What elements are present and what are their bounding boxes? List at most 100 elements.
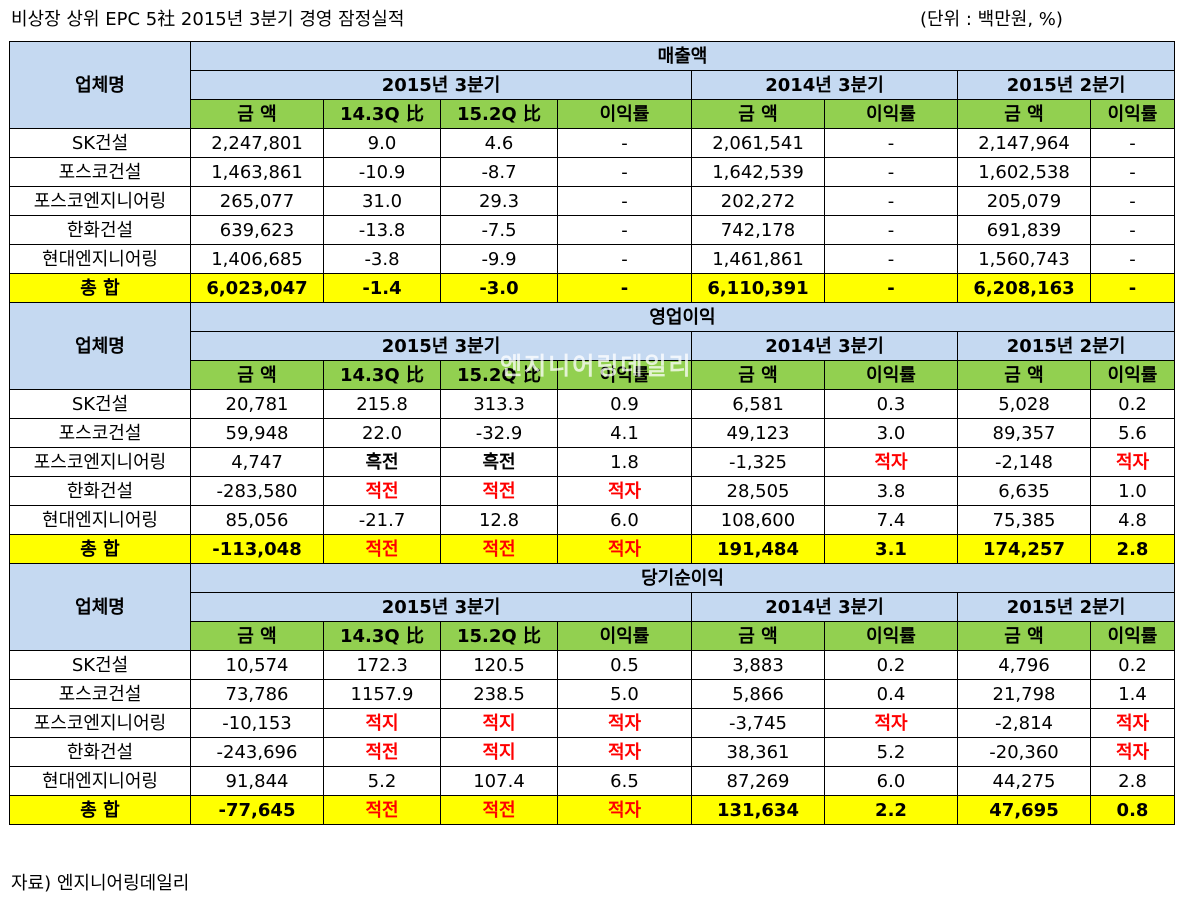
data-cell: 9.0	[323, 128, 441, 158]
column-header: 이익률	[824, 621, 958, 651]
column-header: 이익률	[1090, 621, 1175, 651]
data-cell: 87,269	[691, 766, 825, 796]
data-cell: -	[1090, 273, 1175, 303]
company-name: 현대엔지니어링	[9, 766, 191, 796]
company-name: 포스코엔지니어링	[9, 708, 191, 738]
data-cell: 28,505	[691, 476, 825, 506]
data-cell: 2.8	[1090, 766, 1175, 796]
financial-results-table: 업체명 매출액 2015년 3분기 2014년 3분기 2015년 2분기 금 액 14.3…	[9, 41, 1175, 825]
section-header-row: 업체명 당기순이익	[9, 563, 1175, 651]
period-header: 2015년 2분기	[957, 331, 1175, 361]
company-name: 포스코엔지니어링	[9, 447, 191, 477]
data-cell: -	[824, 128, 958, 158]
data-cell: -13.8	[323, 215, 441, 245]
data-cell: 1.4	[1090, 679, 1175, 709]
data-cell: 적자	[1090, 708, 1175, 738]
data-cell: 적자	[557, 476, 692, 506]
column-header: 이익률	[557, 621, 692, 651]
data-cell: -77,645	[190, 795, 324, 825]
data-cell: 4.8	[1090, 505, 1175, 535]
data-cell: 29.3	[440, 186, 558, 216]
table-row: SK건설 2,247,801 9.0 4.6-2,061,541-2,147,964-	[9, 128, 1175, 158]
data-cell: 2.2	[824, 795, 958, 825]
total-row: 총 합 6,023,047 -1.4 -3.0-6,110,391-6,208,163…	[9, 273, 1175, 303]
company-name: 한화건설	[9, 476, 191, 506]
data-cell: -2,814	[957, 708, 1091, 738]
data-cell: 적자	[1090, 737, 1175, 767]
period-header: 2015년 2분기	[957, 592, 1175, 622]
data-cell: 적자	[824, 708, 958, 738]
data-cell: 6,208,163	[957, 273, 1091, 303]
data-cell: 0.8	[1090, 795, 1175, 825]
data-cell: 2,061,541	[691, 128, 825, 158]
period-header: 2015년 3분기	[190, 70, 692, 100]
data-cell: 0.2	[1090, 389, 1175, 419]
data-cell: 적지	[323, 708, 441, 738]
data-cell: 적자	[557, 708, 692, 738]
column-header: 14.3Q 比	[323, 99, 441, 129]
data-cell: 적전	[323, 737, 441, 767]
company-name: 한화건설	[9, 737, 191, 767]
period-header: 2015년 2분기	[957, 70, 1175, 100]
data-cell: 1,463,861	[190, 157, 324, 187]
column-header-row: 금 액 14.3Q 比 15.2Q 比 이익률 금 액 이익률 금 액 이익률	[10, 621, 1175, 651]
company-name: 현대엔지니어링	[9, 244, 191, 274]
data-cell: 1.0	[1090, 476, 1175, 506]
data-cell: 639,623	[190, 215, 324, 245]
unit-note: (단위 : 백만원, %)	[920, 9, 1063, 30]
data-cell: 85,056	[190, 505, 324, 535]
period-header-row: 2015년 3분기 2014년 3분기 2015년 2분기	[10, 331, 1175, 361]
data-cell: -	[557, 244, 692, 274]
data-cell: 10,574	[190, 650, 324, 680]
source-note: 자료) 엔지니어링데일리	[11, 873, 190, 894]
data-cell: -283,580	[190, 476, 324, 506]
table-row: 포스코엔지니어링 265,077 31.0 29.3-202,272-205,079-	[9, 186, 1175, 216]
data-cell: -	[1090, 128, 1175, 158]
data-cell: 3.8	[824, 476, 958, 506]
data-cell: 적자	[557, 737, 692, 767]
data-cell: 6.5	[557, 766, 692, 796]
data-cell: 120.5	[440, 650, 558, 680]
data-cell: -	[824, 157, 958, 187]
data-cell: -	[1090, 157, 1175, 187]
company-name: 포스코건설	[9, 418, 191, 448]
data-cell: -10.9	[323, 157, 441, 187]
data-cell: 1,461,861	[691, 244, 825, 274]
data-cell: 3.0	[824, 418, 958, 448]
data-cell: 적자	[557, 795, 692, 825]
data-cell: 적전	[323, 476, 441, 506]
company-name: 총 합	[9, 795, 191, 825]
data-cell: 742,178	[691, 215, 825, 245]
data-cell: 313.3	[440, 389, 558, 419]
data-cell: 172.3	[323, 650, 441, 680]
company-column-header: 업체명	[9, 563, 191, 651]
data-cell: -32.9	[440, 418, 558, 448]
data-cell: 75,385	[957, 505, 1091, 535]
table-row: 포스코건설 1,463,861 -10.9 -8.7-1,642,539-1,602,…	[9, 157, 1175, 187]
table-row: SK건설 10,574 172.3 120.5 0.5 3,883 0.2 4,796 0.2	[9, 650, 1175, 680]
data-cell: 1157.9	[323, 679, 441, 709]
data-cell: 적전	[440, 476, 558, 506]
data-cell: 2.8	[1090, 534, 1175, 564]
data-cell: 2,147,964	[957, 128, 1091, 158]
company-name: SK건설	[9, 650, 191, 680]
data-cell: 4.6	[440, 128, 558, 158]
company-column-header: 업체명	[9, 302, 191, 390]
data-cell: 6.0	[557, 505, 692, 535]
total-row: 총 합 -113,048 적전 적전 적자 191,484 3.1 174,257 2.8	[9, 534, 1175, 564]
data-cell: 1,642,539	[691, 157, 825, 187]
section-header-row: 업체명 매출액	[9, 41, 1175, 129]
data-cell: -20,360	[957, 737, 1091, 767]
data-cell: 2,247,801	[190, 128, 324, 158]
company-name: 총 합	[9, 273, 191, 303]
column-header: 금 액	[190, 99, 324, 129]
company-name: 포스코건설	[9, 157, 191, 187]
data-cell: 0.2	[824, 650, 958, 680]
data-cell: 691,839	[957, 215, 1091, 245]
company-name: 한화건설	[9, 215, 191, 245]
report-title: 비상장 상위 EPC 5社 2015년 3분기 경영 잠정실적	[11, 9, 405, 30]
table-row: SK건설 20,781 215.8 313.3 0.9 6,581 0.3 5,028 0.2	[9, 389, 1175, 419]
data-cell: 59,948	[190, 418, 324, 448]
data-cell: 4.1	[557, 418, 692, 448]
data-cell: -1,325	[691, 447, 825, 477]
